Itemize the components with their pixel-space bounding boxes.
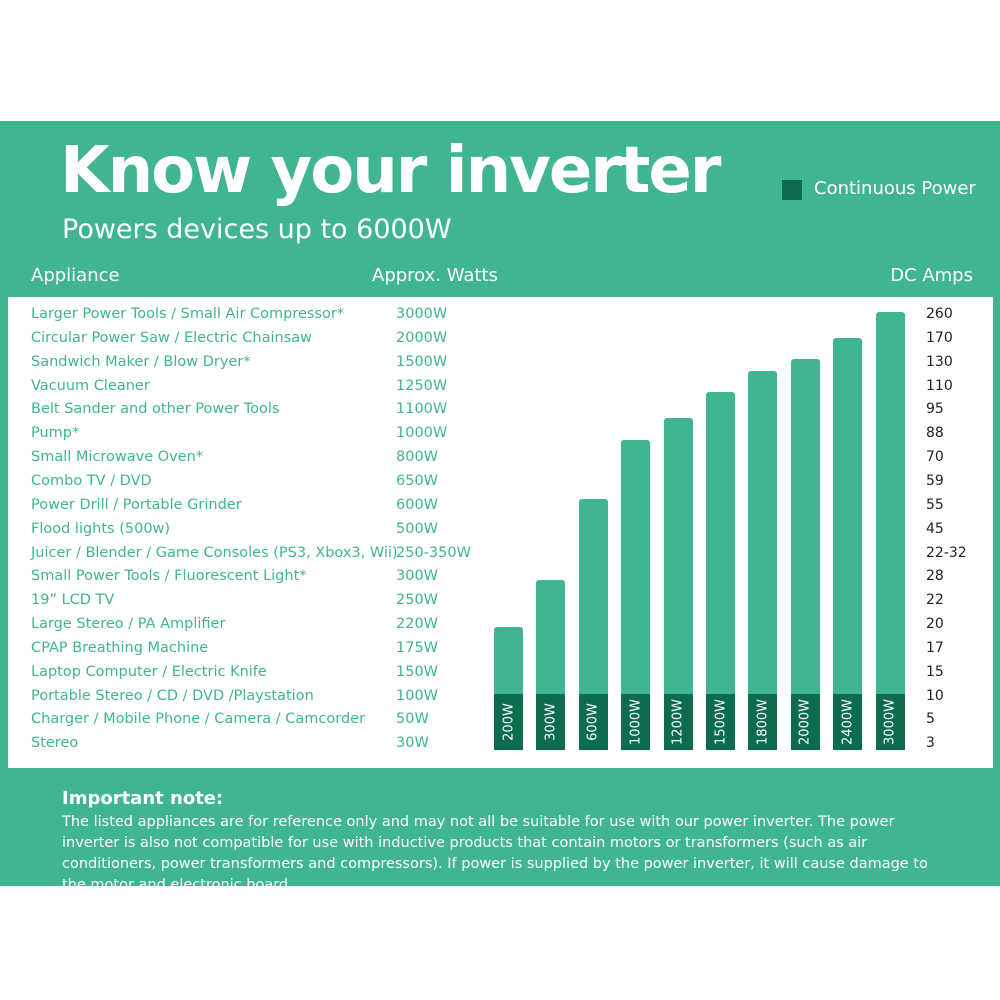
watts: 300W [396, 568, 439, 585]
appliance: Portable Stereo / CD / DVD /Playstation [31, 687, 314, 704]
dc-amps: 10 [926, 687, 944, 704]
watts: 1100W [396, 401, 448, 418]
column-header: Approx. Watts [372, 265, 498, 286]
watts: 30W [396, 735, 429, 752]
appliance: CPAP Breathing Machine [31, 639, 209, 656]
dc-amps: 28 [926, 568, 944, 585]
appliance: Small Power Tools / Fluorescent Light* [31, 568, 307, 585]
watts: 150W [396, 663, 439, 680]
dc-amps: 5 [926, 711, 935, 728]
dc-amps: 95 [926, 401, 944, 418]
watts: 220W [396, 616, 439, 633]
title: Know your inverter [60, 134, 721, 208]
subtitle: Powers devices up to 6000W [62, 214, 452, 245]
dc-amps: 55 [926, 496, 944, 513]
watts: 1250W [396, 377, 448, 394]
watts: 1500W [396, 353, 448, 370]
appliance: Sandwich Maker / Blow Dryer* [31, 353, 251, 370]
bar-label-box: 200W [494, 694, 523, 750]
bar [875, 311, 905, 750]
bar-label-box: 600W [578, 694, 608, 750]
dc-amps: 110 [926, 377, 953, 394]
watts: 50W [396, 711, 429, 728]
watts: 2000W [396, 329, 448, 346]
appliance: Combo TV / DVD [31, 472, 152, 489]
appliance: Belt Sander and other Power Tools [31, 401, 280, 418]
appliance: Power Drill / Portable Grinder [31, 496, 242, 513]
bar-label-box: 2400W [833, 694, 863, 750]
bar-label: 3000W [882, 699, 898, 745]
dc-amps: 170 [926, 329, 953, 346]
bar-label: 300W [543, 703, 559, 741]
bar-label: 600W [585, 703, 601, 741]
column-header: Appliance [31, 265, 120, 286]
watts: 3000W [396, 306, 448, 322]
bar-label-box: 3000W [875, 694, 905, 750]
dc-amps: 59 [926, 472, 944, 489]
legend-swatch [782, 180, 802, 200]
dc-amps: 45 [926, 520, 944, 537]
bar [790, 359, 820, 750]
bar-label-box: 1200W [663, 694, 693, 750]
note-title: Important note: [62, 788, 224, 809]
bar-label: 2400W [840, 699, 856, 745]
bar-label: 200W [501, 703, 516, 741]
note-text: The listed appliances are for reference … [62, 814, 928, 893]
column-header: DC Amps [890, 265, 973, 286]
watts: 100W [396, 687, 439, 704]
appliance: Charger / Mobile Phone / Camera / Camcor… [31, 711, 366, 728]
appliance: Flood lights (500w) [31, 520, 171, 537]
watts: 250W [396, 592, 439, 609]
appliance: Stereo [31, 735, 79, 752]
dc-amps: 88 [926, 425, 944, 442]
bar-label-box: 1500W [706, 694, 735, 750]
watts: 500W [396, 520, 439, 537]
watts: 600W [396, 496, 439, 513]
bar-label-box: 300W [536, 694, 566, 750]
dc-amps: 3 [926, 735, 935, 752]
bar-label-box: 1000W [621, 694, 651, 750]
legend-label: Continuous Power [814, 178, 976, 199]
appliance: Larger Power Tools / Small Air Compresso… [31, 306, 345, 322]
appliance: 19” LCD TV [31, 592, 115, 609]
appliance: Vacuum Cleaner [31, 377, 150, 394]
appliance: Large Stereo / PA Amplifier [31, 616, 226, 633]
bar-label: 1500W [713, 699, 728, 745]
watts: 800W [396, 449, 439, 466]
dc-amps: 130 [926, 353, 953, 370]
bar [833, 337, 863, 750]
dc-amps: 260 [926, 306, 953, 322]
watts: 650W [396, 472, 439, 489]
dc-amps: 22 [926, 592, 944, 609]
appliance: Pump* [31, 425, 80, 442]
bar-label-box: 2000W [790, 694, 820, 750]
bar [748, 371, 778, 750]
dc-amps: 70 [926, 449, 944, 466]
appliance: Laptop Computer / Electric Knife [31, 663, 267, 680]
dc-amps: 20 [926, 616, 944, 633]
dc-amps: 15 [926, 663, 944, 680]
watts: 250-350W [396, 544, 471, 561]
dc-amps: 17 [926, 639, 944, 656]
watts: 175W [396, 639, 439, 656]
bar-label: 1200W [670, 699, 686, 745]
bar [706, 392, 735, 750]
dc-amps: 22-32 [926, 544, 967, 561]
appliance: Circular Power Saw / Electric Chainsaw [31, 329, 313, 346]
appliance: Juicer / Blender / Game Consoles (PS3, X… [31, 544, 398, 561]
bar-label: 1000W [628, 699, 644, 745]
appliance: Small Microwave Oven* [31, 449, 204, 466]
bar-label-box: 1800W [748, 694, 778, 750]
watts: 1000W [396, 425, 448, 442]
bar-label: 1800W [755, 699, 771, 745]
bar-label: 2000W [797, 699, 813, 745]
